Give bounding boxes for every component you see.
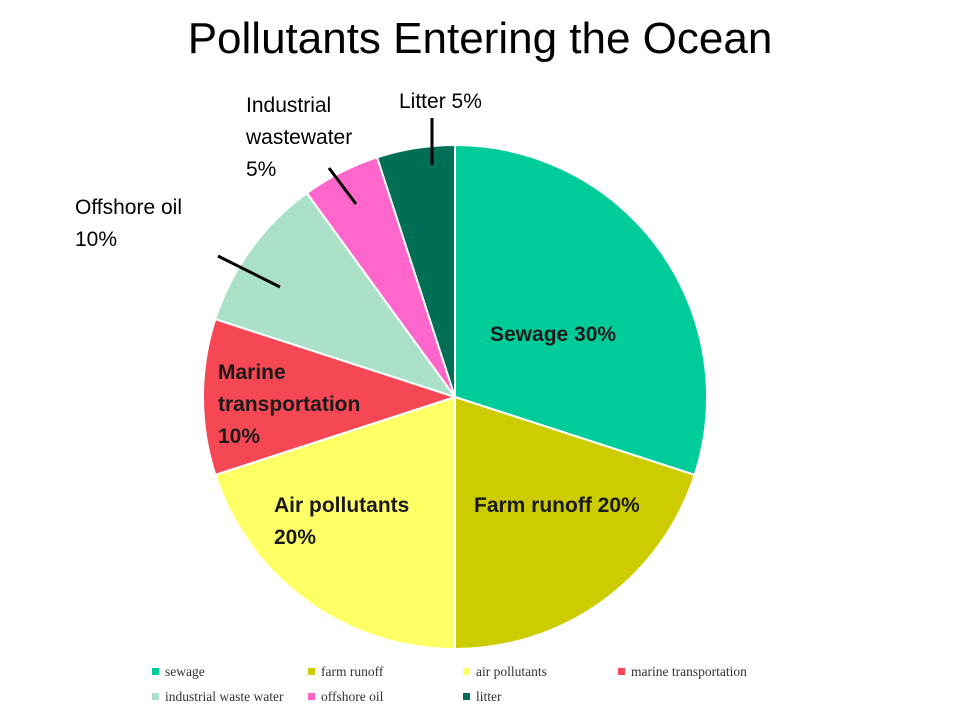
pie-slice-offshore-oil	[214, 191, 458, 399]
legend-label: offshore oil	[321, 689, 384, 704]
leader-lines	[217, 118, 434, 289]
legend-swatch	[152, 668, 159, 675]
slice-label-farm-runoff: Farm runoff 20%	[474, 494, 640, 517]
slice-label-offshore-oil: Offshore oil 10%	[75, 196, 182, 251]
legend-item-industrial-waste-water: industrial waste water	[152, 689, 284, 704]
legend-swatch	[618, 668, 625, 675]
chart-title: Pollutants Entering the Ocean	[187, 14, 773, 63]
legend-swatch	[308, 693, 315, 700]
slice-label-sewage: Sewage 30%	[490, 323, 616, 346]
slice-labels: Sewage 30% Farm runoff 20% Air pollutants 2…	[75, 90, 640, 549]
legend-item-offshore-oil: offshore oil	[308, 689, 384, 704]
legend-swatch	[152, 693, 159, 700]
legend: sewage farm runoff air pollutants marine tr…	[152, 664, 747, 704]
legend-item-farm-runoff: farm runoff	[308, 664, 384, 679]
legend-swatch	[463, 693, 470, 700]
legend-swatch	[463, 668, 470, 675]
legend-swatch	[308, 668, 315, 675]
pie-slice-sewage	[454, 143, 708, 477]
leader-line-industrial-wastewater	[327, 167, 358, 205]
pie-slice-litter	[375, 143, 456, 398]
legend-label: marine transportation	[631, 664, 747, 679]
leader-line-offshore-oil	[217, 254, 281, 289]
pie-slice-farm-runoff	[454, 395, 696, 651]
legend-label: sewage	[165, 664, 205, 679]
slice-label-air-pollutants: Air pollutants 20%	[274, 494, 409, 549]
legend-label: litter	[476, 689, 502, 704]
slice-label-litter: Litter 5%	[399, 90, 482, 113]
legend-label: farm runoff	[321, 664, 384, 679]
slice-label-industrial-wastewater: Industrial wastewater 5%	[245, 94, 352, 181]
slice-label-marine-transportation: Marine transportation 10%	[218, 361, 360, 448]
pie-slice-air-pollutants	[214, 395, 456, 651]
pie-slice-marine-transportation	[202, 317, 459, 477]
pie-slices	[202, 143, 708, 651]
legend-label: air pollutants	[476, 664, 547, 679]
legend-item-air-pollutants: air pollutants	[463, 664, 547, 679]
legend-label: industrial waste water	[165, 689, 284, 704]
legend-item-marine-transportation: marine transportation	[618, 664, 747, 679]
legend-item-sewage: sewage	[152, 664, 205, 679]
legend-item-litter: litter	[463, 689, 502, 704]
